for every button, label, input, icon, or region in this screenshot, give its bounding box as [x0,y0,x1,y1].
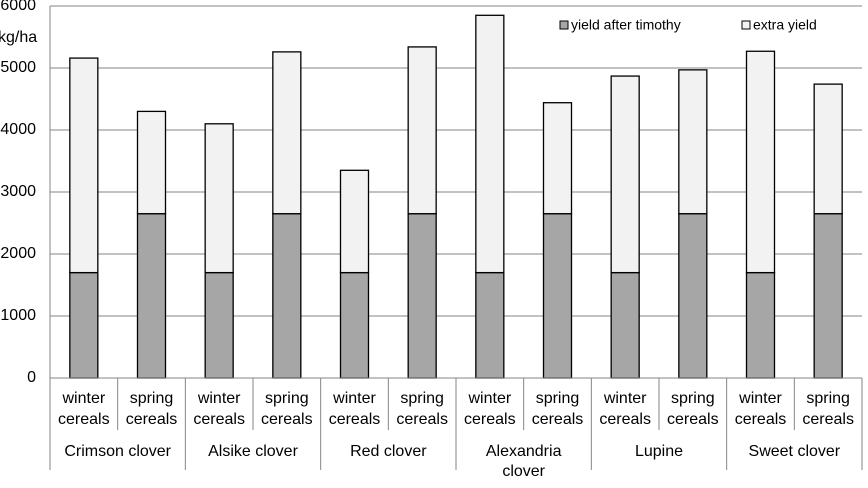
y-tick-label: 5000 [0,59,36,76]
x-tick-label-line: cereals [58,411,110,428]
x-tick-label-line: spring [265,390,309,407]
x-tick-label-line: winter [61,390,105,407]
x-tick-label: winter cereals [735,390,787,428]
legend-swatch [741,20,751,30]
x-tick-label-line: cereals [329,411,381,428]
x-tick-label-line: winter [197,390,241,407]
x-tick-label-line: cereals [464,411,516,428]
x-tick-label-line: spring [671,390,715,407]
bar-segment [475,271,505,379]
bar-segment [745,50,776,274]
legend-label: yield after timothy [571,17,681,33]
bar-segment [610,75,640,274]
x-tick-label: spring cereals [396,390,448,428]
bar-segment [407,213,437,379]
x-tick-label-line: winter [603,390,647,407]
x-tick-label: winter cereals [58,390,110,428]
x-tick-label-line: cereals [396,411,448,428]
bar-segment [69,271,99,379]
y-tick-label: 2000 [0,245,36,262]
x-tick-label-line: cereals [667,411,719,428]
x-tick-label-line: winter [467,390,511,407]
x-tick-label: spring cereals [261,390,313,428]
bar-segment [204,123,234,274]
x-tick-label-line: cereals [261,411,313,428]
group-label: Alsike clover [208,443,298,460]
group-label: Alexandria clover [486,443,562,480]
group-label: Lupine [635,443,683,460]
group-label: Red clover [350,443,427,460]
bar-segment [204,271,234,379]
bar-segment [339,271,370,379]
group-label-line: Alexandria [486,443,562,460]
bar-segment [339,169,370,274]
bar-segment [610,271,640,379]
y-tick-label: 4000 [0,121,36,138]
bar-segment [542,213,573,379]
x-tick-label: winter cereals [329,390,381,428]
x-tick-label-line: winter [332,390,376,407]
x-tick-label-line: cereals [193,411,245,428]
x-tick-label: spring cereals [532,390,584,428]
x-tick-label-line: cereals [802,411,854,428]
bar-segment [678,69,708,215]
bar-segment [542,102,573,215]
y-tick-label: 0 [27,369,36,386]
x-tick-label-line: spring [536,390,580,407]
x-tick-label-line: spring [400,390,444,407]
legend-label: extra yield [753,17,817,33]
y-axis-label: kg/ha [0,29,37,46]
x-tick-label-line: spring [806,390,850,407]
bar-segment [475,14,505,274]
bar-segment [69,57,99,274]
bar-segment [745,271,776,379]
x-tick-label-line: cereals [532,411,584,428]
y-tick-label: 1000 [0,307,36,324]
x-tick-label-line: cereals [126,411,178,428]
group-label: Sweet clover [749,443,841,460]
x-tick-label-line: cereals [599,411,651,428]
y-tick-label: 3000 [0,183,36,200]
x-tick-label-line: cereals [735,411,787,428]
legend-swatch [559,20,569,30]
bar-segment [813,213,843,379]
x-tick-label: winter cereals [464,390,516,428]
y-tick-label: 6000 [0,0,36,14]
x-tick-label: winter cereals [193,390,245,428]
bar-segment [272,213,302,379]
bar-segment [813,83,843,215]
bar-segment [407,46,437,215]
x-tick-label: spring cereals [126,390,178,428]
x-tick-label: spring cereals [802,390,854,428]
bar-segment [678,213,708,379]
bar-segment [136,213,167,379]
bar-segment [272,51,302,215]
x-tick-label-line: winter [738,390,782,407]
bar-segment [136,110,167,215]
x-tick-label: winter cereals [599,390,651,428]
x-tick-label-line: spring [130,390,174,407]
group-label-line: clover [502,463,545,480]
x-tick-label: spring cereals [667,390,719,428]
group-label: Crimson clover [64,443,171,460]
